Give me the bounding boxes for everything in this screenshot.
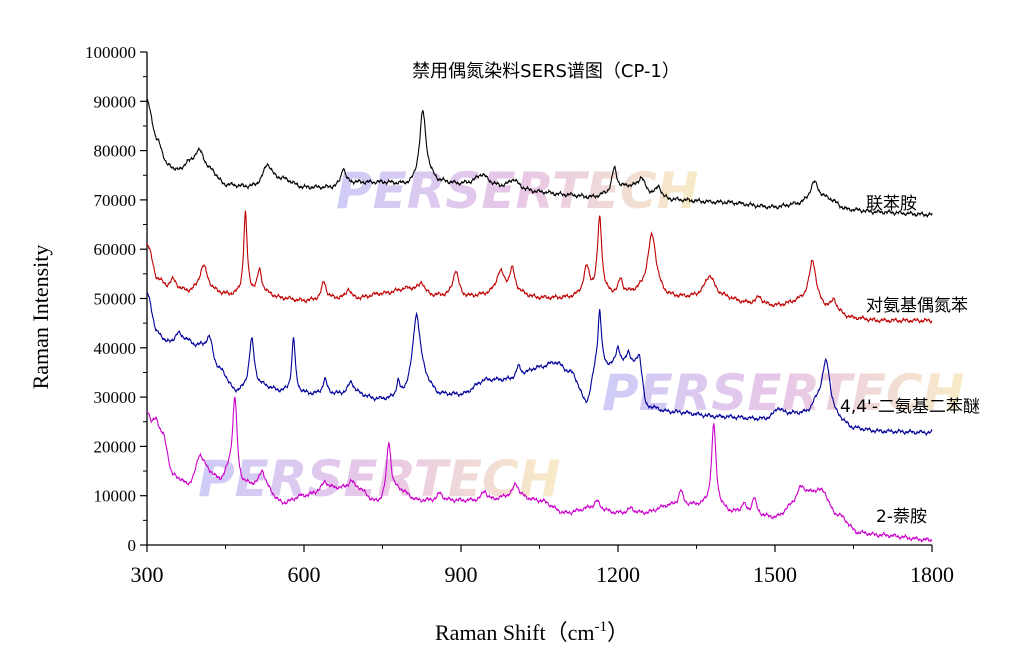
y-tick-label: 30000: [94, 388, 137, 407]
x-tick-label: 300: [131, 562, 164, 587]
y-tick-label: 40000: [94, 339, 137, 358]
y-tick-label: 80000: [94, 142, 137, 161]
x-axis-label: Raman Shift（cm-1）: [435, 619, 629, 645]
y-tick-label: 100000: [85, 43, 136, 62]
y-tick-label: 50000: [94, 290, 137, 309]
series-label-benzidine: 联苯胺: [866, 194, 917, 214]
x-axis-ticks: 300 600 900 1200 1500 1800: [131, 545, 954, 587]
y-tick-label: 0: [128, 536, 137, 555]
x-tick-label: 1200: [596, 562, 640, 587]
x-axis-label-superscript: -1: [594, 619, 607, 635]
series-label-oxydianiline: 4,4'-二氨基二苯醚: [840, 397, 980, 417]
series-line-1: [146, 98, 933, 218]
watermark-group: PERSERTECH PERSERTECH PERSERTECH: [198, 162, 965, 508]
series-label-naphthylamine: 2-萘胺: [876, 507, 927, 527]
watermark-top: PERSERTECH: [336, 162, 699, 220]
x-tick-label: 600: [288, 562, 321, 587]
x-tick-label: 1800: [910, 562, 954, 587]
y-tick-label: 10000: [94, 487, 137, 506]
x-tick-label: 1500: [753, 562, 797, 587]
y-tick-label: 90000: [94, 92, 137, 111]
series-label-aminoazobenzene: 对氨基偶氮苯: [866, 296, 968, 316]
series-lines: [146, 98, 933, 543]
series-line-3: [146, 292, 933, 437]
x-axis-label-end: ）: [607, 620, 629, 645]
chart-title: 禁用偶氮染料SERS谱图（CP-1）: [412, 61, 680, 82]
series-line-2: [146, 210, 933, 325]
y-axis-ticks: 0 10000 20000 30000 40000 50000 60000 70000 8000…: [85, 43, 147, 555]
y-tick-label: 60000: [94, 240, 137, 259]
y-tick-label: 70000: [94, 191, 137, 210]
series-line-4: [146, 396, 933, 543]
x-tick-label: 900: [445, 562, 478, 587]
x-axis-label-main: Raman Shift（cm: [435, 620, 594, 645]
y-tick-label: 20000: [94, 437, 137, 456]
watermark-middle: PERSERTECH: [602, 364, 965, 422]
y-axis-label: Raman Intensity: [28, 245, 53, 390]
